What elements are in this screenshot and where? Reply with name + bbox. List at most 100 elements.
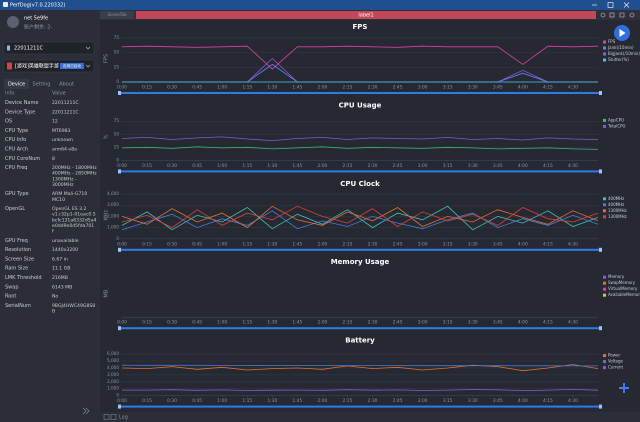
row-value: unknown (52, 137, 73, 143)
x-tick-label: 3:15 (443, 320, 453, 326)
collapse-button[interactable] (82, 407, 90, 415)
user-balance: 账户剩余: 2- (24, 24, 52, 31)
y-tick-label: 50 (114, 131, 120, 136)
dropdown-arrow (85, 64, 91, 68)
add-button[interactable] (619, 383, 629, 393)
scroll-handle[interactable] (118, 91, 121, 95)
scroll-handle[interactable] (118, 169, 121, 174)
x-tick-label: 0:00 (117, 398, 127, 404)
legend-label: 1300MHz (608, 214, 627, 219)
avatar[interactable] (7, 16, 19, 28)
y-tick-label: 25 (114, 64, 120, 69)
row-label: CPU Type (5, 128, 28, 134)
tab[interactable]: Device (8, 82, 25, 88)
row-label: Screen Size (5, 256, 34, 262)
scroll-bar (119, 405, 601, 408)
x-tick-label: 4:00 (518, 163, 528, 169)
legend-label: VirtualMemory (608, 286, 638, 291)
x-tick-label: 1:15 (242, 241, 252, 247)
x-tick-label: 3:15 (443, 241, 453, 247)
scroll-handle[interactable] (599, 91, 602, 95)
scroll-handle[interactable] (118, 404, 121, 409)
legend-swatch (603, 354, 606, 358)
y-axis-label: % (104, 134, 110, 139)
x-tick-label: 2:30 (368, 241, 378, 247)
y-tick-label: 2,000 (107, 213, 119, 218)
chart-panel: FPS FPS 0 25 50 75 0:00 0:15 0:30 0:45 1:00 1:15 1:3… (104, 23, 640, 95)
x-tick-label: 4:30 (568, 398, 578, 404)
x-tick-label: 1:30 (267, 398, 277, 404)
scene-tab-text: SceneTab (108, 12, 127, 17)
x-tick-label: 0:00 (117, 85, 127, 91)
x-tick-label: 1:00 (217, 241, 227, 247)
row-label: Device Type (5, 109, 35, 115)
x-tick-label: 1:15 (242, 398, 252, 404)
x-tick-label: 3:45 (493, 320, 503, 326)
x-tick-label: 2:30 (368, 163, 378, 169)
app-name: [游戏]英雄联盟手游 (15, 63, 59, 70)
log-icon[interactable] (110, 414, 117, 420)
legend-label: FPS (608, 39, 616, 44)
tab-bar: Device Setting About (8, 82, 74, 88)
row-value: 6143 MB (52, 284, 72, 290)
x-tick-label: 2:00 (317, 241, 327, 247)
legend-label: Power (608, 353, 620, 358)
chart-title: CPU Clock (340, 180, 380, 188)
y-tick-label: 0 (116, 236, 119, 241)
device-select[interactable] (3, 41, 95, 55)
log-label[interactable]: Log (119, 415, 128, 421)
scroll-bar (119, 92, 601, 94)
scroll-handle[interactable] (599, 247, 602, 252)
row-value: 22011211C (52, 100, 79, 106)
scroll-handle[interactable] (599, 326, 602, 331)
scroll-handle[interactable] (118, 326, 121, 331)
x-tick-label: 0:00 (117, 163, 127, 169)
row-value: f (52, 229, 54, 235)
x-tick-label: 2:00 (317, 85, 327, 91)
device-name: 22011211C (14, 46, 43, 52)
legend-swatch (603, 58, 606, 62)
row-value: arm64-v8a (52, 147, 77, 153)
x-tick-label: 3:00 (418, 85, 428, 91)
row-value: 11.1 GB (52, 266, 70, 272)
y-tick-label: 4,000 (107, 365, 119, 370)
y-tick-label: 4,000 (107, 191, 119, 196)
chart-title: Memory Usage (331, 258, 390, 266)
row-label: CPU Arch (5, 147, 28, 153)
scroll-handle[interactable] (599, 169, 602, 174)
legend-label: BigJank(/10min) (608, 51, 640, 56)
y-tick-label: 3,000 (107, 372, 119, 377)
log-icon[interactable] (103, 414, 110, 420)
x-tick-label: 0:15 (142, 241, 152, 247)
x-tick-label: 1:45 (292, 241, 302, 247)
legend-swatch (603, 293, 606, 297)
row-value: 3000MHz (52, 182, 74, 188)
toolbar-icons[interactable] (600, 12, 635, 18)
series-line (121, 205, 599, 229)
legend-swatch (603, 215, 606, 219)
x-tick-label: 1:15 (242, 85, 252, 91)
row-label: CPU Freq (5, 165, 27, 171)
x-tick-label: 2:15 (343, 320, 353, 326)
x-tick-label: 3:30 (468, 398, 478, 404)
window-controls[interactable] (592, 2, 630, 8)
x-tick-label: 4:30 (568, 320, 578, 326)
series-line (121, 205, 599, 231)
row-value: 12 (52, 119, 58, 125)
row-value: e0dd9e0d5fda701 (52, 223, 94, 229)
x-tick-label: 2:00 (317, 398, 327, 404)
row-value: 9BGJ4HWC49G8S8 (52, 303, 95, 309)
x-tick-label: 4:00 (518, 241, 528, 247)
app-badge-text: 应用已启动 (63, 63, 81, 68)
x-tick-label: 3:00 (418, 398, 428, 404)
scene-tab[interactable] (100, 11, 134, 19)
scroll-handle[interactable] (118, 247, 121, 252)
row-value: 1440x3200 (52, 247, 78, 253)
scroll-handle[interactable] (599, 404, 602, 409)
tab[interactable]: About (59, 82, 74, 88)
y-tick-label: 50 (114, 50, 120, 55)
row-value: 8 (52, 156, 55, 162)
tab[interactable]: Setting (33, 82, 51, 88)
app-icon (3, 2, 8, 7)
